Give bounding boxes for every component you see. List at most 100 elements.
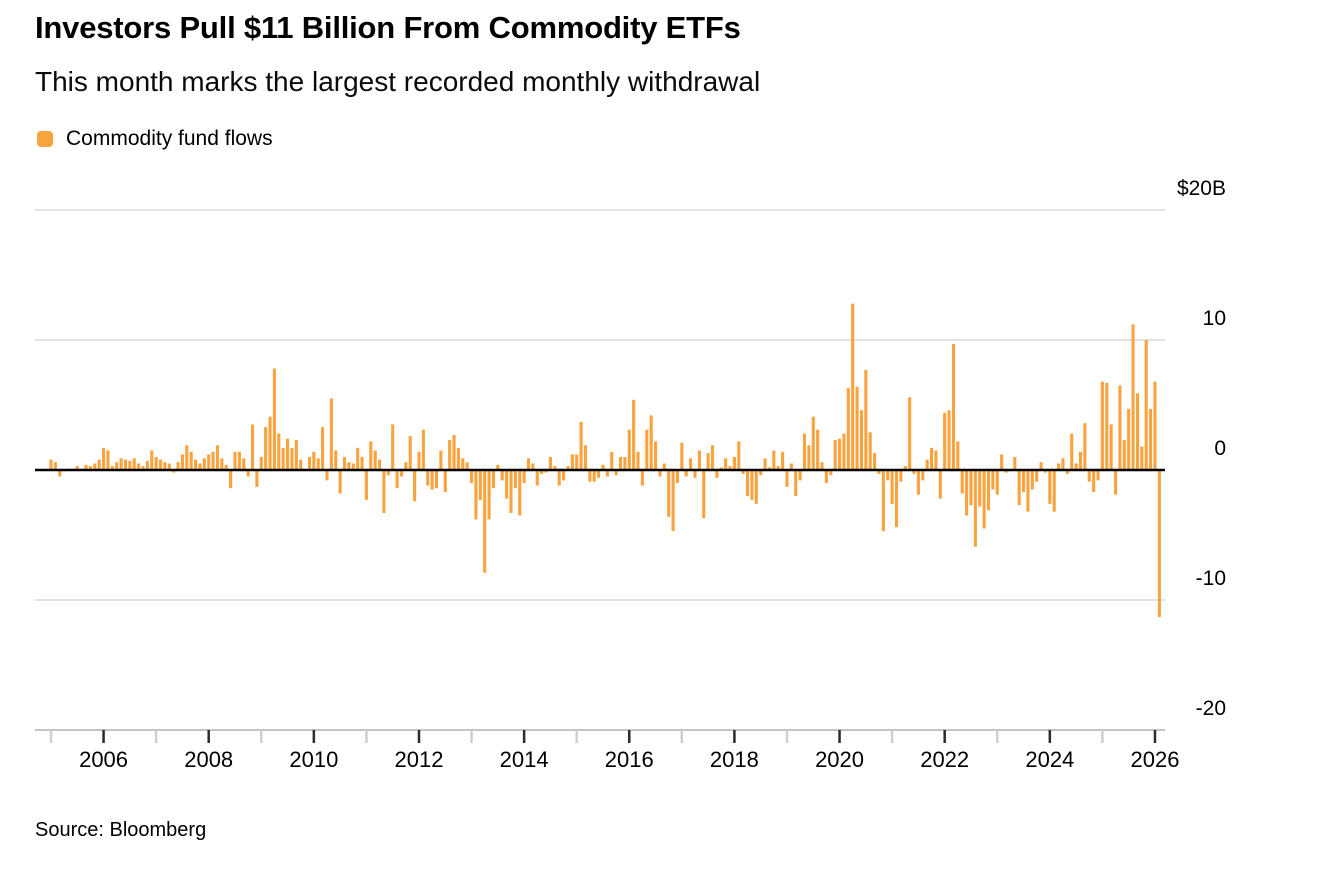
bar xyxy=(789,463,793,470)
bar xyxy=(1052,470,1056,512)
bar xyxy=(632,399,636,470)
bar xyxy=(610,451,614,470)
bar xyxy=(434,470,439,489)
bar xyxy=(242,458,246,470)
bar xyxy=(601,464,605,470)
bar xyxy=(430,470,434,490)
bar xyxy=(509,470,513,513)
bar xyxy=(960,470,964,494)
bar xyxy=(246,470,250,477)
bar xyxy=(307,457,312,470)
bar xyxy=(807,445,811,470)
bar xyxy=(487,470,491,520)
bar xyxy=(1022,470,1026,493)
bar xyxy=(1048,470,1052,504)
bar xyxy=(338,470,342,494)
bar xyxy=(772,450,776,470)
bar xyxy=(176,462,180,470)
bar xyxy=(198,463,202,470)
bar xyxy=(211,451,215,470)
bar xyxy=(522,470,526,483)
bar xyxy=(1140,446,1144,470)
bar xyxy=(956,441,960,470)
bar xyxy=(49,459,53,470)
bar xyxy=(1153,381,1157,470)
bar xyxy=(816,429,820,470)
bar xyxy=(325,470,329,481)
bar xyxy=(597,470,601,478)
bar xyxy=(1118,385,1122,470)
x-axis-label: 2014 xyxy=(500,747,549,772)
bar xyxy=(864,369,868,470)
bar xyxy=(500,470,504,481)
bar xyxy=(763,458,767,470)
bar xyxy=(321,427,325,470)
bar xyxy=(513,470,517,489)
bar xyxy=(518,470,522,516)
y-axis-label: -10 xyxy=(1196,567,1226,590)
bar xyxy=(474,470,478,520)
bar xyxy=(995,470,999,495)
bar xyxy=(505,470,509,499)
bar xyxy=(710,445,715,470)
bar xyxy=(93,463,97,470)
bar xyxy=(207,454,211,470)
bar xyxy=(347,462,351,470)
bar xyxy=(925,459,929,470)
bar xyxy=(943,412,947,470)
bar xyxy=(1113,470,1118,495)
bar xyxy=(132,458,136,470)
bar xyxy=(53,462,57,470)
bar xyxy=(312,451,316,470)
bar xyxy=(395,470,399,489)
bar xyxy=(224,464,228,470)
x-axis-label: 2026 xyxy=(1130,747,1179,772)
bar xyxy=(1013,457,1017,470)
y-axis-label: -20 xyxy=(1196,697,1226,720)
bar xyxy=(859,410,863,470)
bar xyxy=(654,441,658,470)
bar xyxy=(202,458,206,470)
bar xyxy=(894,470,899,528)
bar xyxy=(689,458,693,470)
bar xyxy=(141,466,145,470)
bar xyxy=(553,466,557,470)
bar xyxy=(110,466,114,470)
bar xyxy=(557,470,561,486)
bar xyxy=(1149,408,1153,470)
bar xyxy=(299,459,303,470)
x-axis-label: 2008 xyxy=(184,747,233,772)
bar xyxy=(1078,451,1083,470)
bar xyxy=(360,457,364,470)
bar xyxy=(838,438,842,470)
bar xyxy=(88,466,92,470)
bar xyxy=(1083,423,1087,470)
bar xyxy=(386,470,390,476)
bar xyxy=(916,470,920,495)
bar xyxy=(1105,382,1109,470)
bar xyxy=(452,434,456,470)
bar xyxy=(316,458,320,470)
bar xyxy=(1043,470,1047,473)
bar xyxy=(746,470,750,496)
bar xyxy=(842,433,846,470)
bar xyxy=(1144,340,1148,470)
bar xyxy=(123,459,128,470)
bar xyxy=(969,470,973,506)
bar xyxy=(145,460,149,470)
bar xyxy=(1096,470,1100,481)
bar xyxy=(982,470,986,529)
x-axis-label: 2006 xyxy=(79,747,128,772)
bar xyxy=(535,470,539,486)
chart-legend: Commodity fund flows xyxy=(37,127,273,151)
bar xyxy=(128,460,132,470)
bar xyxy=(496,464,500,470)
bar xyxy=(286,438,290,470)
bar xyxy=(951,343,955,470)
bar xyxy=(115,462,119,470)
bar xyxy=(829,470,833,476)
bar xyxy=(250,424,255,470)
bar xyxy=(627,429,631,470)
bar xyxy=(991,470,995,490)
bar xyxy=(824,470,828,483)
